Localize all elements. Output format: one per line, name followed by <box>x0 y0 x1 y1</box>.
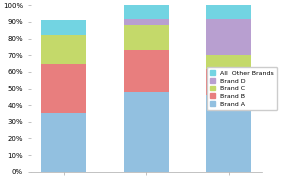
Bar <box>124 5 169 19</box>
Bar <box>206 19 251 55</box>
Bar <box>206 5 251 19</box>
Bar <box>206 95 251 172</box>
Bar <box>206 69 251 95</box>
Legend: All  Other Brands, Brand D, Brand C, Brand B, Brand A: All Other Brands, Brand D, Brand C, Bran… <box>207 67 277 110</box>
Bar <box>124 92 169 172</box>
Bar <box>41 113 86 172</box>
Bar <box>41 20 86 35</box>
Bar <box>206 55 251 69</box>
Bar <box>124 50 169 92</box>
Bar <box>41 35 86 64</box>
Bar <box>124 19 169 25</box>
Bar <box>41 64 86 113</box>
Bar <box>124 25 169 50</box>
